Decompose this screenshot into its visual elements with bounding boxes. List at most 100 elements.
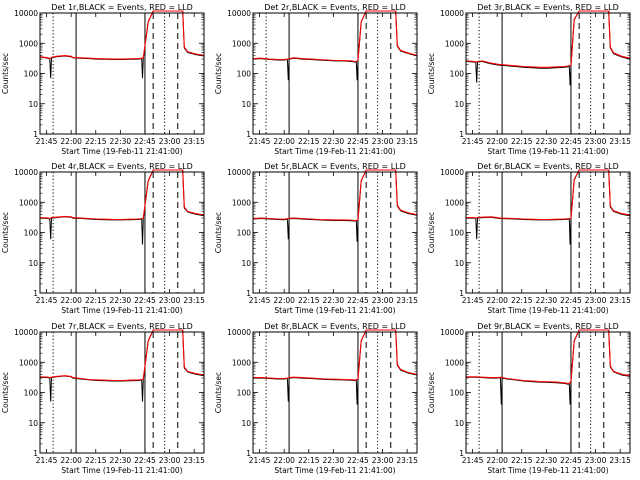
x-axis-label: Start Time (19-Feb-11 21:41:00) [274, 147, 395, 156]
x-tick-label: 23:15 [609, 137, 631, 146]
y-tick-label: 100 [237, 389, 252, 398]
events-series-line [253, 10, 417, 81]
x-axis-label: Start Time (19-Feb-11 21:41:00) [487, 147, 608, 156]
y-tick-label: 10000 [440, 168, 464, 177]
x-axis-label: Start Time (19-Feb-11 21:41:00) [274, 306, 395, 315]
x-tick-label: 23:15 [609, 296, 631, 305]
x-tick-label: 22:30 [536, 296, 558, 305]
x-tick-label: 21:45 [249, 137, 271, 146]
plot-frame [252, 12, 418, 135]
lld-series-line [466, 329, 630, 384]
y-tick-label: 100 [450, 70, 465, 79]
y-tick-label: 10 [454, 259, 464, 268]
y-tick-label: 1000 [445, 198, 464, 207]
chart-panel-3: Det 3r,BLACK = Events, RED = LLD Counts/s… [427, 3, 631, 156]
y-tick-label: 10 [28, 419, 38, 428]
y-tick-label: 10000 [227, 328, 251, 337]
events-series-line [466, 169, 630, 245]
lld-series-line [466, 10, 630, 68]
y-tick-label: 10 [28, 100, 38, 109]
x-tick-label: 23:00 [159, 137, 181, 146]
x-tick-label: 22:45 [134, 296, 156, 305]
chart-title: Det 3r,BLACK = Events, RED = LLD [477, 3, 619, 12]
x-tick-label: 23:00 [585, 137, 607, 146]
x-tick-label: 22:00 [273, 296, 295, 305]
x-tick-label: 21:45 [249, 296, 271, 305]
x-tick-label: 22:15 [298, 456, 320, 465]
chart-title: Det 6r,BLACK = Events, RED = LLD [477, 162, 619, 171]
chart-title: Det 5r,BLACK = Events, RED = LLD [264, 162, 406, 171]
y-tick-label: 1000 [19, 39, 38, 48]
y-tick-label: 1 [33, 130, 38, 139]
y-tick-label: 1000 [19, 358, 38, 367]
x-tick-label: 22:00 [486, 456, 508, 465]
x-tick-label: 22:30 [323, 456, 345, 465]
lld-series-line [466, 169, 630, 221]
x-tick-label: 22:00 [486, 137, 508, 146]
y-tick-label: 1 [246, 449, 251, 458]
y-tick-label: 100 [24, 389, 39, 398]
x-tick-label: 22:30 [110, 456, 132, 465]
chart-panel-5: Det 5r,BLACK = Events, RED = LLD Counts/s… [214, 162, 418, 315]
lld-series-line [253, 10, 417, 63]
y-axis-label: Counts/sec [427, 53, 436, 94]
chart-title: Det 9r,BLACK = Events, RED = LLD [477, 322, 619, 331]
x-tick-label: 22:15 [298, 296, 320, 305]
x-tick-label: 22:30 [323, 296, 345, 305]
chart-panel-8: Det 8r,BLACK = Events, RED = LLD Counts/s… [214, 322, 418, 475]
x-tick-label: 22:15 [511, 456, 533, 465]
x-tick-label: 23:00 [372, 137, 394, 146]
x-tick-label: 22:30 [323, 137, 345, 146]
plot-frame [252, 171, 418, 294]
y-axis-label: Counts/sec [1, 53, 10, 94]
lld-series-line [40, 169, 204, 221]
plot-frame [465, 331, 631, 454]
x-tick-label: 23:00 [372, 296, 394, 305]
y-tick-label: 100 [237, 70, 252, 79]
y-tick-label: 10 [454, 419, 464, 428]
y-tick-label: 1 [459, 449, 464, 458]
x-tick-label: 22:45 [134, 456, 156, 465]
x-tick-label: 22:15 [511, 296, 533, 305]
x-tick-label: 22:30 [110, 296, 132, 305]
chart-panel-1: Det 1r,BLACK = Events, RED = LLD Counts/s… [1, 3, 205, 156]
y-tick-label: 1000 [232, 198, 251, 207]
x-tick-label: 22:30 [110, 137, 132, 146]
x-tick-label: 21:45 [36, 137, 58, 146]
y-tick-label: 1 [33, 289, 38, 298]
y-tick-label: 10 [454, 100, 464, 109]
chart-title: Det 2r,BLACK = Events, RED = LLD [264, 3, 406, 12]
x-tick-label: 23:00 [159, 456, 181, 465]
plot-frame [252, 331, 418, 454]
x-tick-label: 22:15 [85, 296, 107, 305]
x-tick-label: 23:00 [372, 456, 394, 465]
plot-frame [39, 331, 205, 454]
y-tick-label: 1000 [232, 39, 251, 48]
chart-panel-9: Det 9r,BLACK = Events, RED = LLD Counts/s… [427, 322, 631, 475]
x-tick-label: 22:45 [560, 296, 582, 305]
events-series-line [40, 169, 204, 245]
y-tick-label: 100 [24, 229, 39, 238]
x-tick-label: 21:45 [249, 456, 271, 465]
events-series-line [253, 169, 417, 242]
chart-panel-7: Det 7r,BLACK = Events, RED = LLD Counts/s… [1, 322, 205, 475]
y-tick-label: 10000 [14, 328, 38, 337]
x-tick-label: 23:15 [396, 296, 418, 305]
y-tick-label: 10 [241, 100, 251, 109]
y-tick-label: 1 [459, 289, 464, 298]
lld-series-line [40, 10, 204, 60]
plot-frame [465, 171, 631, 294]
x-tick-label: 22:00 [60, 296, 82, 305]
x-tick-label: 22:00 [486, 296, 508, 305]
y-axis-label: Counts/sec [427, 372, 436, 413]
x-tick-label: 22:15 [298, 137, 320, 146]
y-tick-label: 100 [450, 389, 465, 398]
x-tick-label: 22:15 [511, 137, 533, 146]
y-tick-label: 10000 [14, 9, 38, 18]
y-tick-label: 10000 [227, 168, 251, 177]
x-tick-label: 23:15 [183, 296, 205, 305]
x-tick-label: 22:30 [536, 137, 558, 146]
x-tick-label: 23:00 [159, 296, 181, 305]
y-axis-label: Counts/sec [1, 212, 10, 253]
x-tick-label: 21:45 [462, 296, 484, 305]
